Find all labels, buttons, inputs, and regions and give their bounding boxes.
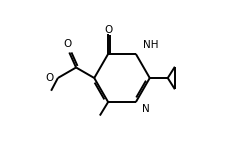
Text: N: N bbox=[142, 103, 149, 114]
Text: O: O bbox=[104, 24, 112, 34]
Text: O: O bbox=[45, 73, 54, 83]
Text: O: O bbox=[63, 39, 72, 49]
Text: NH: NH bbox=[142, 40, 157, 50]
